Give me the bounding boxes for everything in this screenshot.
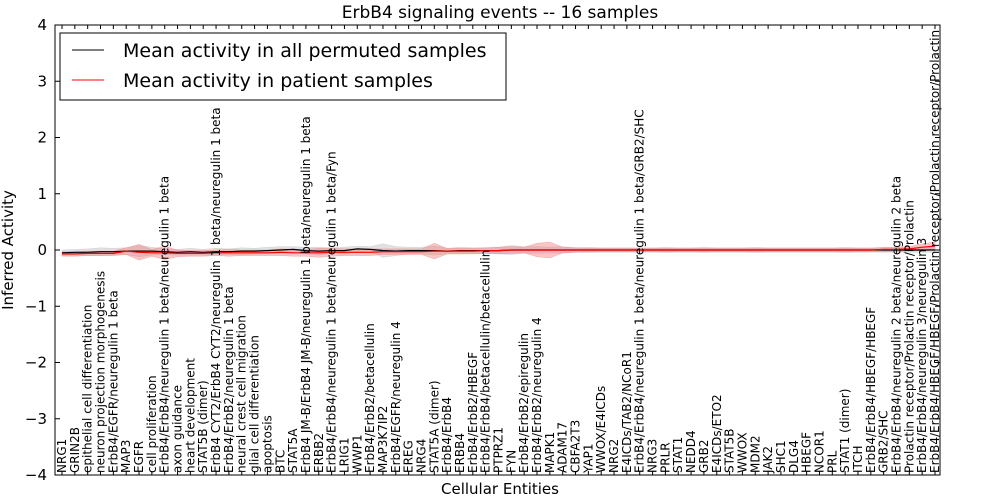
x-tick-label: ErbB4/ErbB4/neuregulin 3/neuregulin 3 xyxy=(915,238,929,473)
x-tick-label: ADAM17 xyxy=(556,422,570,473)
x-tick-label: ErbB4/ErbB4/neuregulin 1 beta/neuregulin… xyxy=(158,176,172,473)
x-tick-label: PRL xyxy=(825,450,839,473)
x-tick-label: ErbB4/ErbB2/betacellulin xyxy=(363,323,377,473)
x-tick-label: STAT5A xyxy=(286,428,300,473)
x-tick-label: SHC1 xyxy=(774,440,788,473)
x-tick-label: ErbB4/EGFR/neuregulin 4 xyxy=(389,321,403,473)
x-tick-label: STAT5B (dimer) xyxy=(196,380,210,473)
x-tick-label: NRG2 xyxy=(607,439,621,473)
chart-title: ErbB4 signaling events -- 16 samples xyxy=(342,3,659,23)
x-tick-label: LRIG1 xyxy=(337,438,351,474)
x-tick-label: ErbB4/ErbB2/epiregulin xyxy=(517,333,531,473)
y-axis-label: Inferred Activity xyxy=(0,190,17,310)
x-tick-label: ErbB4/ErbB4/betacellulin/betacellulin xyxy=(479,250,493,473)
x-tick-label: EGFR xyxy=(132,441,146,473)
x-tick-label: ErbB4 JM-B/ErbB4 JM-B/neuregulin 1 beta/… xyxy=(299,116,313,473)
y-tick: 1 xyxy=(37,185,940,203)
x-tick-label: STAT1 (dimer) xyxy=(838,389,852,473)
x-tick-label: epithelial cell differentiation xyxy=(81,305,95,473)
x-tick-label: NRG1 xyxy=(55,439,69,473)
x-tick-label: ErbB4/ErbB4/HBEGF/HBEGF/Prolactin recept… xyxy=(928,30,942,473)
y-tick: −1 xyxy=(25,297,940,315)
x-tick-label: ErbB4/ErbB4/neuregulin 2 beta/neuregulin… xyxy=(890,176,904,473)
x-tick-label: NEDD4 xyxy=(684,430,698,473)
y-tick-label: −4 xyxy=(25,466,47,484)
x-tick-label: MDM2 xyxy=(748,435,762,473)
y-tick-label: −3 xyxy=(25,410,47,428)
x-tick-label: WWOX/E4ICDs xyxy=(594,386,608,473)
x-tick-label: MAP3K7IP2 xyxy=(376,406,390,473)
x-tick-label: HBEGF xyxy=(800,432,814,473)
x-tick-label: ErbB4/ErbB2/neuregulin 4 xyxy=(530,317,544,473)
x-tick-label: MAPK1 xyxy=(543,432,557,473)
x-tick-label: E4ICDs/TAB2/NCoR1 xyxy=(620,351,634,473)
legend: Mean activity in all permuted samples Me… xyxy=(59,32,507,101)
y-tick-label: 3 xyxy=(37,72,47,90)
x-tick-label: MAP3 xyxy=(119,440,133,473)
y-tick-label: −2 xyxy=(25,354,47,372)
x-tick-label: ErbB4/ErbB4/neuregulin 1 beta/neuregulin… xyxy=(633,109,647,473)
series-lines xyxy=(61,245,936,255)
x-tick-label: ErbB4/ErbB4/neuregulin 1 beta/neuregulin… xyxy=(325,151,339,473)
x-tick-label: PTPRZ1 xyxy=(492,427,506,473)
x-tick-label: Prolactin receptor/Prolactin receptor/Pr… xyxy=(902,200,916,473)
x-tick-label: JAK2 xyxy=(761,446,775,474)
x-tick-label: STAT1 xyxy=(671,437,685,473)
x-tick-label: ErbB4/ErbB2/neuregulin 1 beta xyxy=(222,286,236,473)
x-tick-label: neural crest cell migration xyxy=(235,315,249,473)
x-tick-label: GRB2 xyxy=(697,439,711,473)
y-axis: −4 −3 −2 −1 0 1 2 3 4 xyxy=(25,16,940,484)
x-tick-label: NRG4 xyxy=(415,439,429,473)
y-tick-label: 2 xyxy=(37,129,47,147)
x-tick-label: GRIN2B xyxy=(68,427,82,473)
y-tick: 3 xyxy=(37,72,940,90)
x-tick-label: ERBB4 xyxy=(453,433,467,473)
x-tick-label: FYN xyxy=(504,450,518,473)
y-tick: −3 xyxy=(25,410,940,428)
x-tick-label: WWOX xyxy=(735,432,749,473)
x-tick-label: neuron projection morphogenesis xyxy=(94,271,108,473)
series-line-patient xyxy=(62,245,936,255)
x-tick-label: WWP1 xyxy=(350,434,364,473)
x-tick-label: PRLR xyxy=(658,442,672,473)
x-tick-label: BTC xyxy=(273,450,287,473)
x-tick-label: heart development xyxy=(183,358,197,473)
x-tick-label: apoptosis xyxy=(260,415,274,473)
x-tick-label: ERBB2 xyxy=(312,433,326,473)
y-tick: 0 xyxy=(37,241,940,259)
x-tick-label: ErbB4/ErbB4 xyxy=(440,397,454,473)
y-tick: 2 xyxy=(37,129,940,147)
y-tick: 4 xyxy=(37,16,940,34)
x-tick-label: GRB2/SHC xyxy=(877,410,891,473)
x-tick-label: ErbB4/EGFR/neuregulin 1 beta xyxy=(106,290,120,473)
y-tick-label: 1 xyxy=(37,185,47,203)
x-tick-label: ErbB4 CYT2/ErbB4 CYT2/neuregulin 1 beta/… xyxy=(209,107,223,473)
legend-label-permuted: Mean activity in all permuted samples xyxy=(123,40,486,62)
legend-box xyxy=(59,32,507,101)
x-axis-label: Cellular Entities xyxy=(441,480,559,498)
x-tick-label: DLG4 xyxy=(787,440,801,473)
x-tick-label: axon guidance xyxy=(171,385,185,473)
x-tick-label: ITCH xyxy=(851,445,865,473)
legend-label-patient: Mean activity in patient samples xyxy=(123,70,433,92)
y-tick: −4 xyxy=(25,466,940,484)
x-tick-label: E4ICDs/ETO2 xyxy=(710,394,724,473)
y-tick-label: 0 xyxy=(37,241,47,259)
x-tick-label: cell proliferation xyxy=(145,375,159,473)
y-tick-label: 4 xyxy=(37,16,47,34)
x-tick-label: CBFA2T3 xyxy=(569,420,583,473)
y-tick: −2 xyxy=(25,354,940,372)
x-tick-label: ErbB4/ErbB2/HBEGF xyxy=(466,352,480,473)
x-tick-label: NRG3 xyxy=(646,439,660,473)
x-tick-label: STAT5B xyxy=(723,429,737,474)
x-tick-label: glial cell differentiation xyxy=(248,335,262,473)
x-tick-label: YAP1 xyxy=(581,444,595,474)
x-tick-label: NCOR1 xyxy=(813,430,827,473)
y-tick-label: −1 xyxy=(25,297,47,315)
x-tick-label: STAT5A (dimer) xyxy=(427,380,441,473)
x-tick-label: EREG xyxy=(402,440,416,473)
x-tick-label: ErbB4/ErbB4/HBEGF/HBEGF xyxy=(864,307,878,473)
